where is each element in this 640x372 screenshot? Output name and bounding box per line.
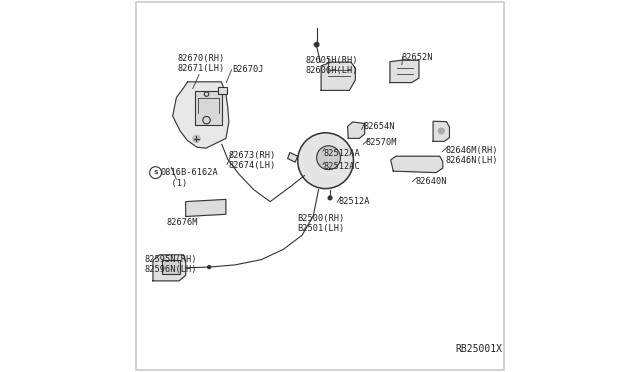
Text: 82605H(RH)
82606H(LH): 82605H(RH) 82606H(LH) (305, 56, 358, 75)
Circle shape (328, 196, 332, 200)
Polygon shape (287, 153, 298, 162)
Bar (195, 91, 222, 125)
Polygon shape (321, 62, 355, 90)
Text: 82676M: 82676M (167, 218, 198, 227)
Text: 82512AA: 82512AA (324, 149, 360, 158)
Text: 82595N(RH)
82596N(LH): 82595N(RH) 82596N(LH) (145, 255, 197, 274)
Circle shape (298, 133, 353, 189)
Circle shape (193, 135, 200, 142)
Polygon shape (186, 199, 226, 217)
Text: 82673(RH)
82674(LH): 82673(RH) 82674(LH) (228, 151, 275, 170)
Polygon shape (173, 82, 229, 148)
Circle shape (314, 42, 319, 47)
Polygon shape (153, 255, 186, 281)
Bar (218, 87, 227, 94)
Polygon shape (390, 60, 419, 83)
Text: 82640N: 82640N (415, 177, 447, 186)
Text: 82646M(RH)
82646N(LH): 82646M(RH) 82646N(LH) (445, 146, 498, 165)
Text: B2500(RH)
B2501(LH): B2500(RH) B2501(LH) (297, 214, 344, 233)
Polygon shape (433, 121, 449, 141)
Bar (162, 260, 180, 274)
Circle shape (317, 146, 340, 170)
Text: B2670J: B2670J (232, 65, 263, 74)
Text: 82512A: 82512A (339, 197, 371, 206)
Circle shape (438, 128, 444, 134)
Polygon shape (390, 156, 443, 173)
Text: 82570M: 82570M (365, 138, 397, 147)
Polygon shape (348, 122, 365, 138)
Text: 0816B-6162A
  (1): 0816B-6162A (1) (161, 168, 218, 187)
Text: 82652N: 82652N (401, 53, 433, 62)
Text: 82654N: 82654N (364, 122, 396, 131)
Text: 82512AC: 82512AC (324, 162, 360, 171)
Circle shape (207, 266, 211, 269)
Text: RB25001X: RB25001X (456, 344, 503, 354)
Text: S: S (153, 170, 158, 175)
Text: 82670(RH)
82671(LH): 82670(RH) 82671(LH) (178, 54, 225, 73)
